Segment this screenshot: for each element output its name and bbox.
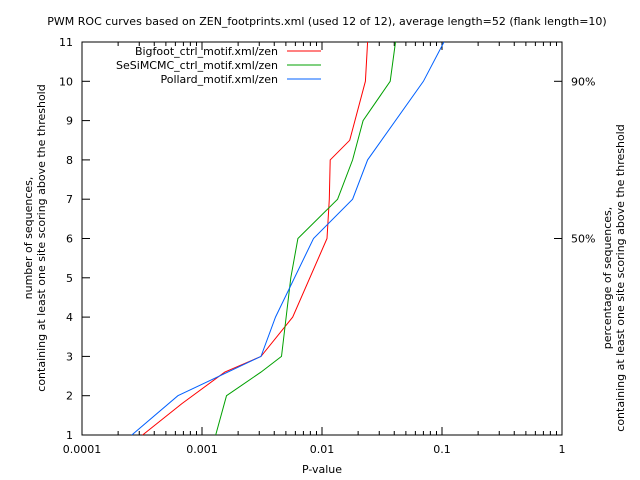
legend-label-1: Bigfoot_ctrl_motif.xml/zen [135, 45, 278, 58]
series-lines [131, 41, 445, 436]
legend-label-3: Pollard_motif.xml/zen [160, 73, 278, 86]
y2-axis-label: percentage of sequences, containing at l… [601, 124, 627, 431]
y2-tick-label: 50% [571, 233, 595, 246]
y2-axis-label-line1: percentage of sequences, [601, 207, 614, 349]
series-line-2 [215, 41, 396, 436]
x-tick-label: 0.0001 [63, 443, 102, 456]
y-tick-label: 9 [66, 115, 73, 128]
y-axis-label: number of sequences, containing at least… [22, 84, 48, 391]
y-tick-label: 8 [66, 154, 73, 167]
y-tick-label: 11 [59, 36, 73, 49]
y2-tick-label: 90% [571, 75, 595, 88]
chart-title: PWM ROC curves based on ZEN_footprints.x… [47, 15, 606, 28]
y-axis-label-line2: containing at least one site scoring abo… [35, 84, 48, 391]
y-tick-label: 6 [66, 233, 73, 246]
x-tick-label: 0.1 [433, 443, 451, 456]
y-axis-label-line1: number of sequences, [22, 177, 35, 300]
y2-axis-ticks: 50% 90% [554, 75, 595, 246]
y-tick-label: 2 [66, 390, 73, 403]
series-line-3 [131, 41, 445, 436]
x-tick-label: 1 [559, 443, 566, 456]
x-tick-label: 0.001 [186, 443, 218, 456]
x-axis-ticks: 0.0001 0.001 0.01 0.1 1 [63, 42, 566, 456]
y-tick-label: 3 [66, 350, 73, 363]
y-tick-label: 1 [66, 429, 73, 442]
x-axis-label: P-value [302, 463, 342, 476]
y-tick-label: 10 [59, 75, 73, 88]
legend-label-2: SeSiMCMC_ctrl_motif.xml/zen [116, 59, 278, 72]
y-tick-label: 4 [66, 311, 73, 324]
legend: Bigfoot_ctrl_motif.xml/zenSeSiMCMC_ctrl_… [116, 45, 321, 86]
y-axis-ticks: 1 2 3 4 5 6 7 8 9 10 11 [59, 36, 90, 442]
y-tick-label: 5 [66, 272, 73, 285]
plot-area-frame [81, 41, 563, 436]
series-line-1 [142, 41, 369, 436]
x-tick-label: 0.01 [310, 443, 335, 456]
y-tick-label: 7 [66, 193, 73, 206]
y2-axis-label-line2: containing at least one site scoring abo… [614, 124, 627, 431]
